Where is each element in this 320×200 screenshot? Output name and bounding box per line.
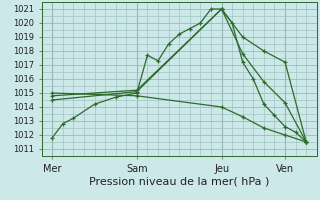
X-axis label: Pression niveau de la mer( hPa ): Pression niveau de la mer( hPa ) [89,176,269,186]
